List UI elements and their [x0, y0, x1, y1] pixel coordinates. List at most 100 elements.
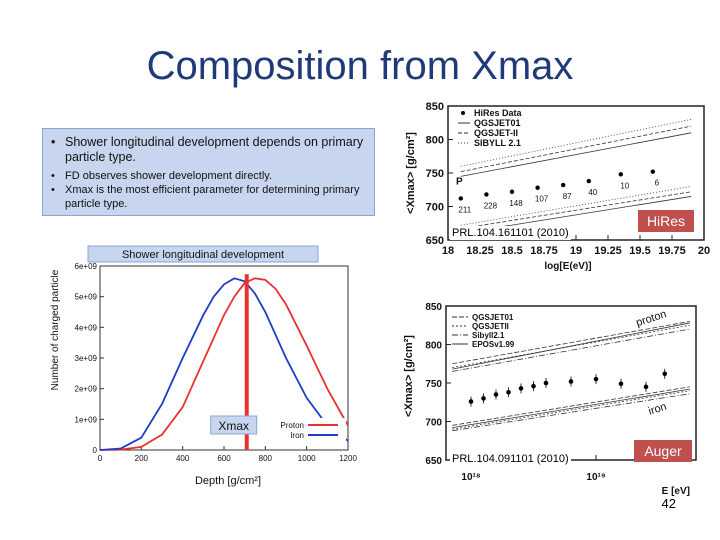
hires-proton-model-line	[460, 132, 692, 177]
hires-data-point	[484, 192, 489, 197]
hires-data-point	[618, 172, 623, 177]
auger-proton-model-line	[452, 322, 690, 370]
shower-y-tick-label: 4e+09	[75, 323, 98, 332]
auger-iron-model-line	[452, 390, 690, 430]
hires-y-tick-label: 800	[426, 135, 444, 147]
xmax-label: Xmax	[218, 419, 249, 433]
xmax-label-box	[210, 415, 258, 435]
hires-event-count: 40	[588, 188, 597, 197]
hires-y-tick-label: 650	[426, 235, 444, 247]
shower-x-tick-label: 200	[135, 454, 149, 463]
hires-x-tick-label: 19.25	[594, 245, 622, 257]
auger-iron-model-line	[452, 388, 690, 429]
hires-legend-label: HiRes Data	[474, 108, 523, 118]
auger-data-point	[518, 386, 524, 391]
auger-data-point	[568, 379, 574, 384]
hires-event-count: 148	[509, 199, 523, 208]
shower-title-box	[87, 245, 319, 263]
auger-legend-label: QGSJETII	[472, 322, 509, 331]
hires-proton-model-line	[460, 119, 692, 167]
auger-y-axis-label: <Xmax> [g/cm²]	[403, 335, 415, 417]
hires-x-tick-label: 18.25	[466, 245, 494, 257]
auger-data-point	[543, 380, 549, 386]
hires-y-tick-label: 750	[426, 168, 444, 180]
auger-y-tick-label: 800	[425, 341, 442, 352]
hires-event-count: 87	[563, 192, 572, 201]
hires-event-count: 107	[535, 195, 549, 204]
auger-data-point	[468, 399, 474, 404]
shower-x-tick-label: 400	[176, 454, 190, 463]
hires-x-tick-label: 19.75	[658, 245, 686, 257]
shower-y-tick-label: 3e+09	[75, 354, 98, 363]
auger-data-point	[643, 384, 649, 390]
hires-badge: HiRes	[638, 210, 694, 232]
hires-legend-label: QGSJET01	[474, 118, 521, 128]
hires-y-tick-label: 700	[426, 202, 444, 214]
shower-x-tick-label: 600	[217, 454, 231, 463]
auger-y-tick-label: 700	[425, 418, 442, 429]
shower-series-iron	[99, 277, 349, 451]
hires-data-point	[458, 196, 463, 201]
auger-x-axis-label: E [eV]	[662, 486, 690, 497]
auger-data-point	[662, 371, 668, 377]
hires-reference: PRL.104.161101 (2010)	[450, 226, 571, 240]
hires-data-point	[561, 182, 566, 188]
hires-x-tick-label: 19.5	[629, 245, 650, 257]
slide-title: Composition from Xmax	[146, 44, 574, 88]
hires-event-count: 211	[458, 205, 471, 214]
hires-x-tick-label: 20	[698, 245, 710, 257]
shower-series-proton	[99, 277, 349, 451]
auger-proton-model-line	[452, 321, 690, 365]
hires-x-tick-label: 18.75	[530, 245, 558, 257]
bullet-item: Shower longitudinal development depends …	[51, 135, 366, 165]
bullet-box: Shower longitudinal development depends …	[42, 128, 375, 216]
hires-data-point	[586, 178, 591, 184]
auger-xmax-chart: 650 700 750 800 850 <Xmax> [g/cm²] 10¹⁸ 10¹⁹ E […	[403, 302, 697, 497]
auger-reference: PRL.104.091101 (2010)	[450, 452, 571, 466]
hires-x-axis-label: log[E(eV)]	[544, 261, 591, 272]
auger-legend-label: EPOSv1.99	[472, 340, 515, 349]
auger-data-point	[481, 396, 486, 401]
hires-proton-label: P	[456, 176, 463, 187]
hires-proton-model-line	[460, 125, 692, 173]
bullet-item: FD observes shower development directly.	[51, 169, 366, 183]
bullet-item: Xmax is the most efficient parameter for…	[51, 183, 366, 211]
hires-x-tick-label: 18.5	[501, 245, 522, 257]
shower-legend-label: Iron	[290, 431, 304, 440]
hires-x-tick-label: 18	[442, 245, 454, 257]
shower-y-tick-label: 0	[93, 446, 98, 455]
auger-data-point	[593, 376, 599, 382]
hires-data-point	[535, 185, 540, 190]
auger-badge: Auger	[634, 440, 692, 462]
hires-data-point	[650, 169, 655, 174]
shower-y-tick-label: 2e+09	[75, 385, 98, 394]
auger-iron-label: iron	[647, 401, 668, 418]
hires-y-tick-label: 850	[426, 101, 444, 113]
hires-legend-label: SIBYLL 2.1	[474, 138, 521, 148]
auger-data-point	[506, 389, 511, 395]
hires-y-axis-label: <Xmax> [g/cm²]	[405, 132, 417, 214]
auger-y-tick-label: 750	[425, 379, 442, 390]
auger-data-point	[618, 381, 624, 387]
shower-y-tick-label: 6e+09	[75, 262, 98, 271]
shower-x-tick-label: 1000	[298, 454, 316, 463]
hires-event-count: 10	[620, 181, 629, 190]
auger-y-tick-label: 850	[425, 302, 442, 313]
hires-x-tick-label: 19	[570, 245, 582, 257]
auger-legend-label: QGSJET01	[472, 313, 514, 322]
hires-xmax-chart: 650 700 750 800 850 18 18.25 18.5 18.75 19 19.25 19…	[405, 101, 710, 272]
shower-legend-box	[274, 418, 346, 446]
shower-y-tick-label: 1e+09	[75, 415, 98, 424]
shower-y-axis-label: Number of charged particle	[50, 269, 61, 390]
shower-x-tick-label: 1200	[339, 454, 357, 463]
hires-legend-label: QGSJET-II	[474, 128, 518, 138]
shower-chart-title: Shower longitudinal development	[122, 249, 284, 261]
shower-x-tick-label: 800	[259, 454, 273, 463]
auger-data-point	[493, 392, 499, 397]
hires-iron-model-line	[460, 191, 692, 230]
hires-event-count: 228	[484, 201, 498, 210]
auger-x-tick-label: 10¹⁸	[461, 472, 480, 483]
shower-x-axis-label: Depth [g/cm²]	[195, 475, 261, 487]
shower-y-tick-label: 5e+09	[75, 293, 98, 302]
shower-x-tick-label: 0	[98, 454, 103, 463]
